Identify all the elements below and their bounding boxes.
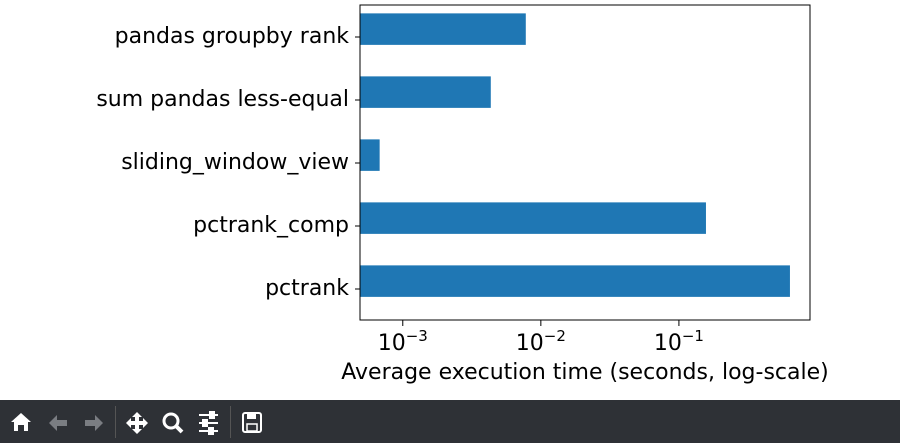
configure-button[interactable] (199, 411, 218, 435)
save-button[interactable] (242, 412, 262, 433)
toolbar-icons (11, 406, 262, 438)
toolbar (0, 400, 900, 443)
forward-button[interactable] (85, 415, 103, 431)
bar (360, 265, 790, 297)
home-button[interactable] (11, 413, 31, 431)
back-button[interactable] (49, 415, 67, 431)
x-tick-label: 10−3 (378, 327, 428, 356)
bar (360, 202, 706, 234)
x-tick-label: 10−1 (654, 327, 704, 356)
pan-button[interactable] (126, 412, 148, 434)
chart: Average execution time (seconds, log-sca… (96, 4, 829, 385)
bar (360, 139, 380, 171)
x-axis-label: Average execution time (seconds, log-sca… (341, 360, 828, 385)
y-tick-label: pctrank (265, 276, 349, 301)
y-tick-label: pctrank_comp (193, 213, 349, 238)
zoom-button[interactable] (162, 412, 184, 434)
y-tick-label: sum pandas less-equal (96, 87, 349, 112)
y-tick-label: sliding_window_view (121, 150, 349, 175)
y-tick-label: pandas groupby rank (115, 24, 350, 49)
axes-frame (359, 4, 811, 321)
bar (360, 76, 491, 108)
x-tick-label: 10−2 (516, 327, 566, 356)
bar (360, 13, 526, 45)
